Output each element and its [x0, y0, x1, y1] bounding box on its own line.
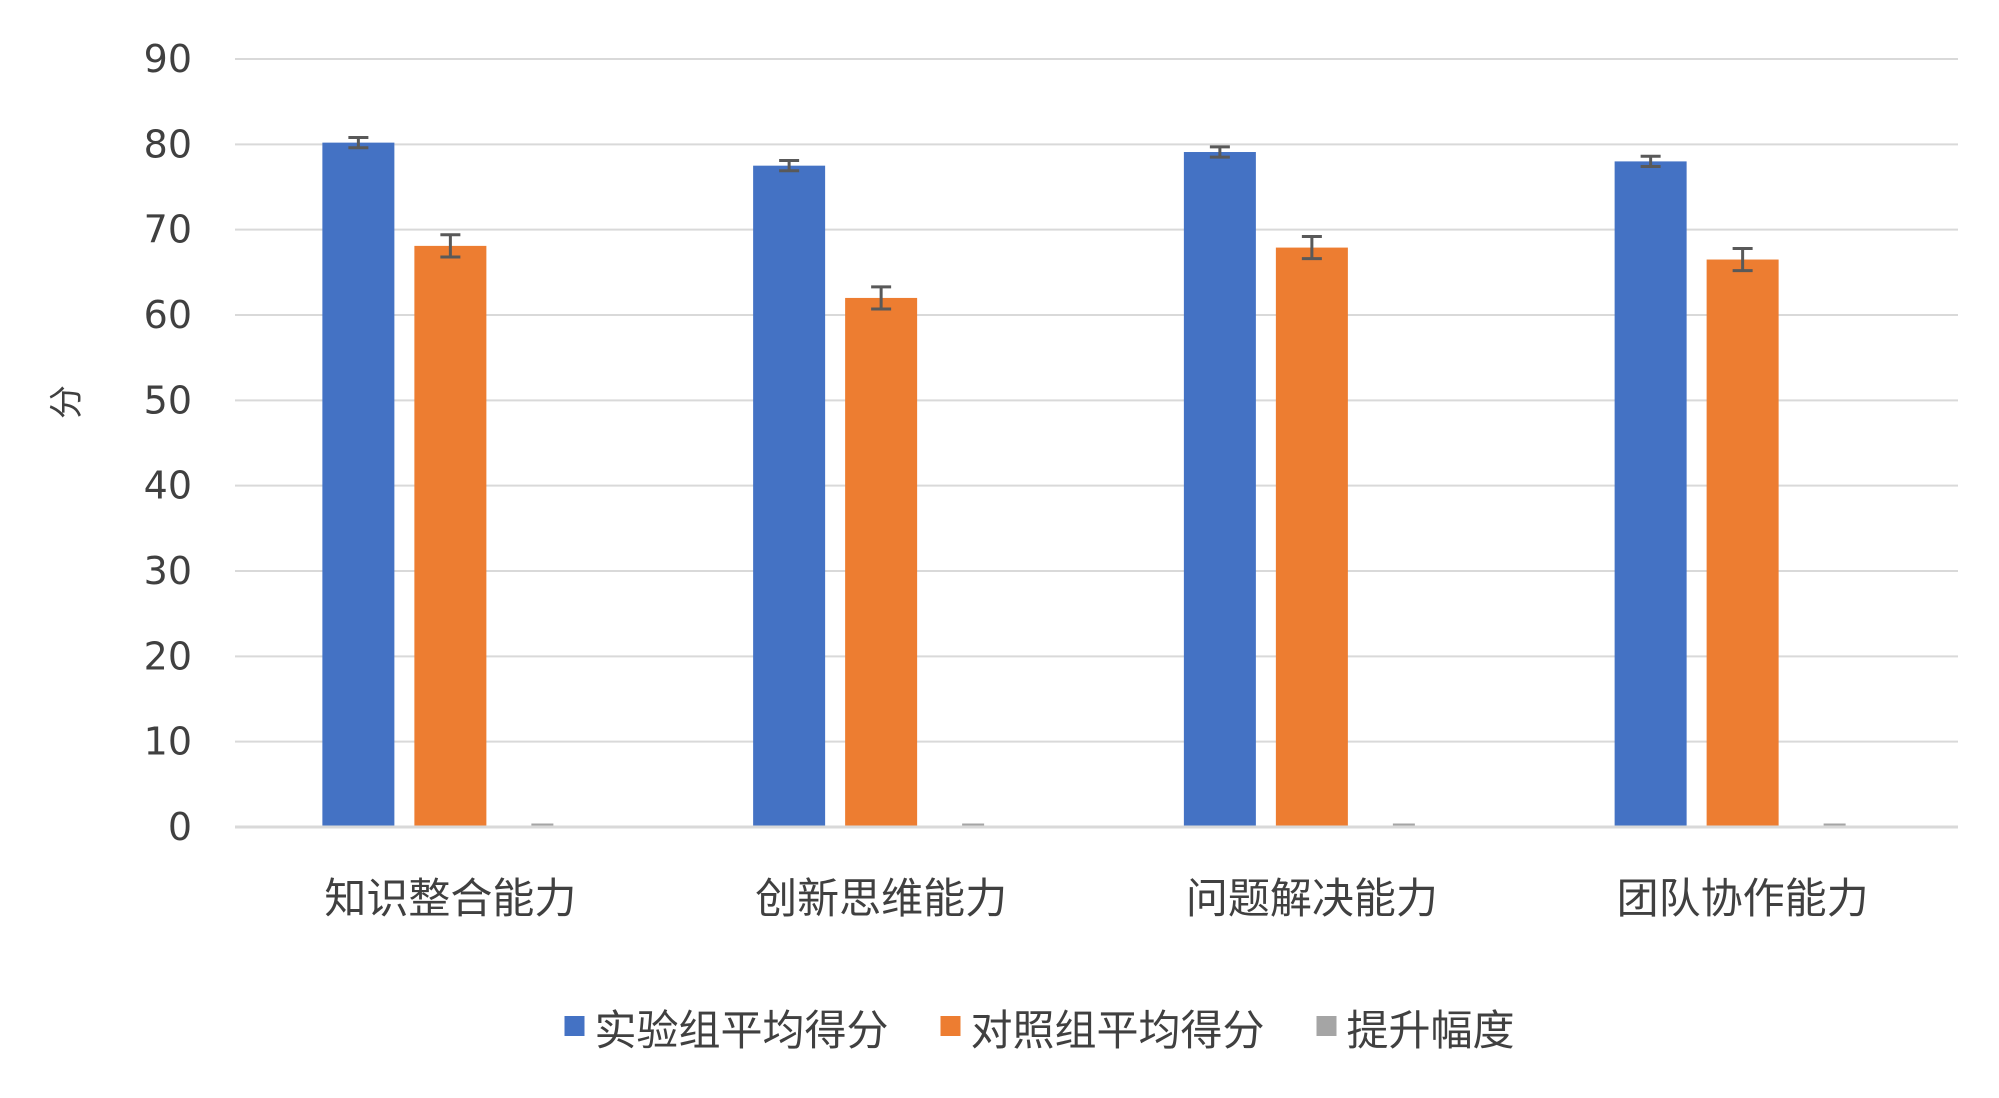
- bars: [322, 142, 1779, 828]
- y-axis: 0 10 20 30 40 50 60 70 80 90: [144, 37, 192, 849]
- x-tick-label: 创新思维能力: [755, 874, 1007, 923]
- bar-1-3: [1183, 152, 1256, 828]
- bar-1-2: [753, 165, 826, 827]
- x-tick-label: 团队协作能力: [1617, 874, 1869, 923]
- legend-swatch: [1316, 1016, 1337, 1036]
- legend-swatch: [564, 1016, 585, 1036]
- y-tick-label: 80: [144, 122, 192, 166]
- y-tick-label: 10: [144, 720, 192, 764]
- y-tick-label: 0: [168, 805, 192, 849]
- x-tick-label: 知识整合能力: [324, 874, 576, 923]
- legend-label: 提升幅度: [1347, 1006, 1515, 1055]
- y-tick-label: 30: [144, 549, 192, 593]
- error-bars: [348, 136, 1846, 827]
- bar-2-4: [1706, 259, 1779, 827]
- y-tick-label: 60: [144, 293, 192, 337]
- x-axis: 知识整合能力 创新思维能力 问题解决能力 团队协作能力: [235, 825, 1958, 923]
- bar-2-2: [845, 297, 918, 827]
- legend-label: 对照组平均得分: [971, 1006, 1265, 1055]
- bar-1-1: [322, 142, 395, 828]
- y-tick-label: 50: [144, 378, 192, 422]
- y-tick-label: 70: [144, 208, 192, 252]
- bar-2-1: [414, 245, 487, 827]
- bar-1-4: [1614, 161, 1687, 827]
- legend: 实验组平均得分 对照组平均得分 提升幅度: [564, 1006, 1515, 1055]
- y-tick-label: 90: [144, 37, 192, 81]
- y-axis-label: 分: [47, 385, 87, 419]
- x-tick-label: 问题解决能力: [1186, 874, 1438, 923]
- bar-2-3: [1275, 247, 1348, 827]
- legend-swatch: [940, 1016, 961, 1036]
- y-tick-label: 20: [144, 634, 192, 678]
- y-tick-label: 40: [144, 464, 192, 508]
- gridlines: [235, 58, 1958, 828]
- legend-label: 实验组平均得分: [595, 1006, 889, 1055]
